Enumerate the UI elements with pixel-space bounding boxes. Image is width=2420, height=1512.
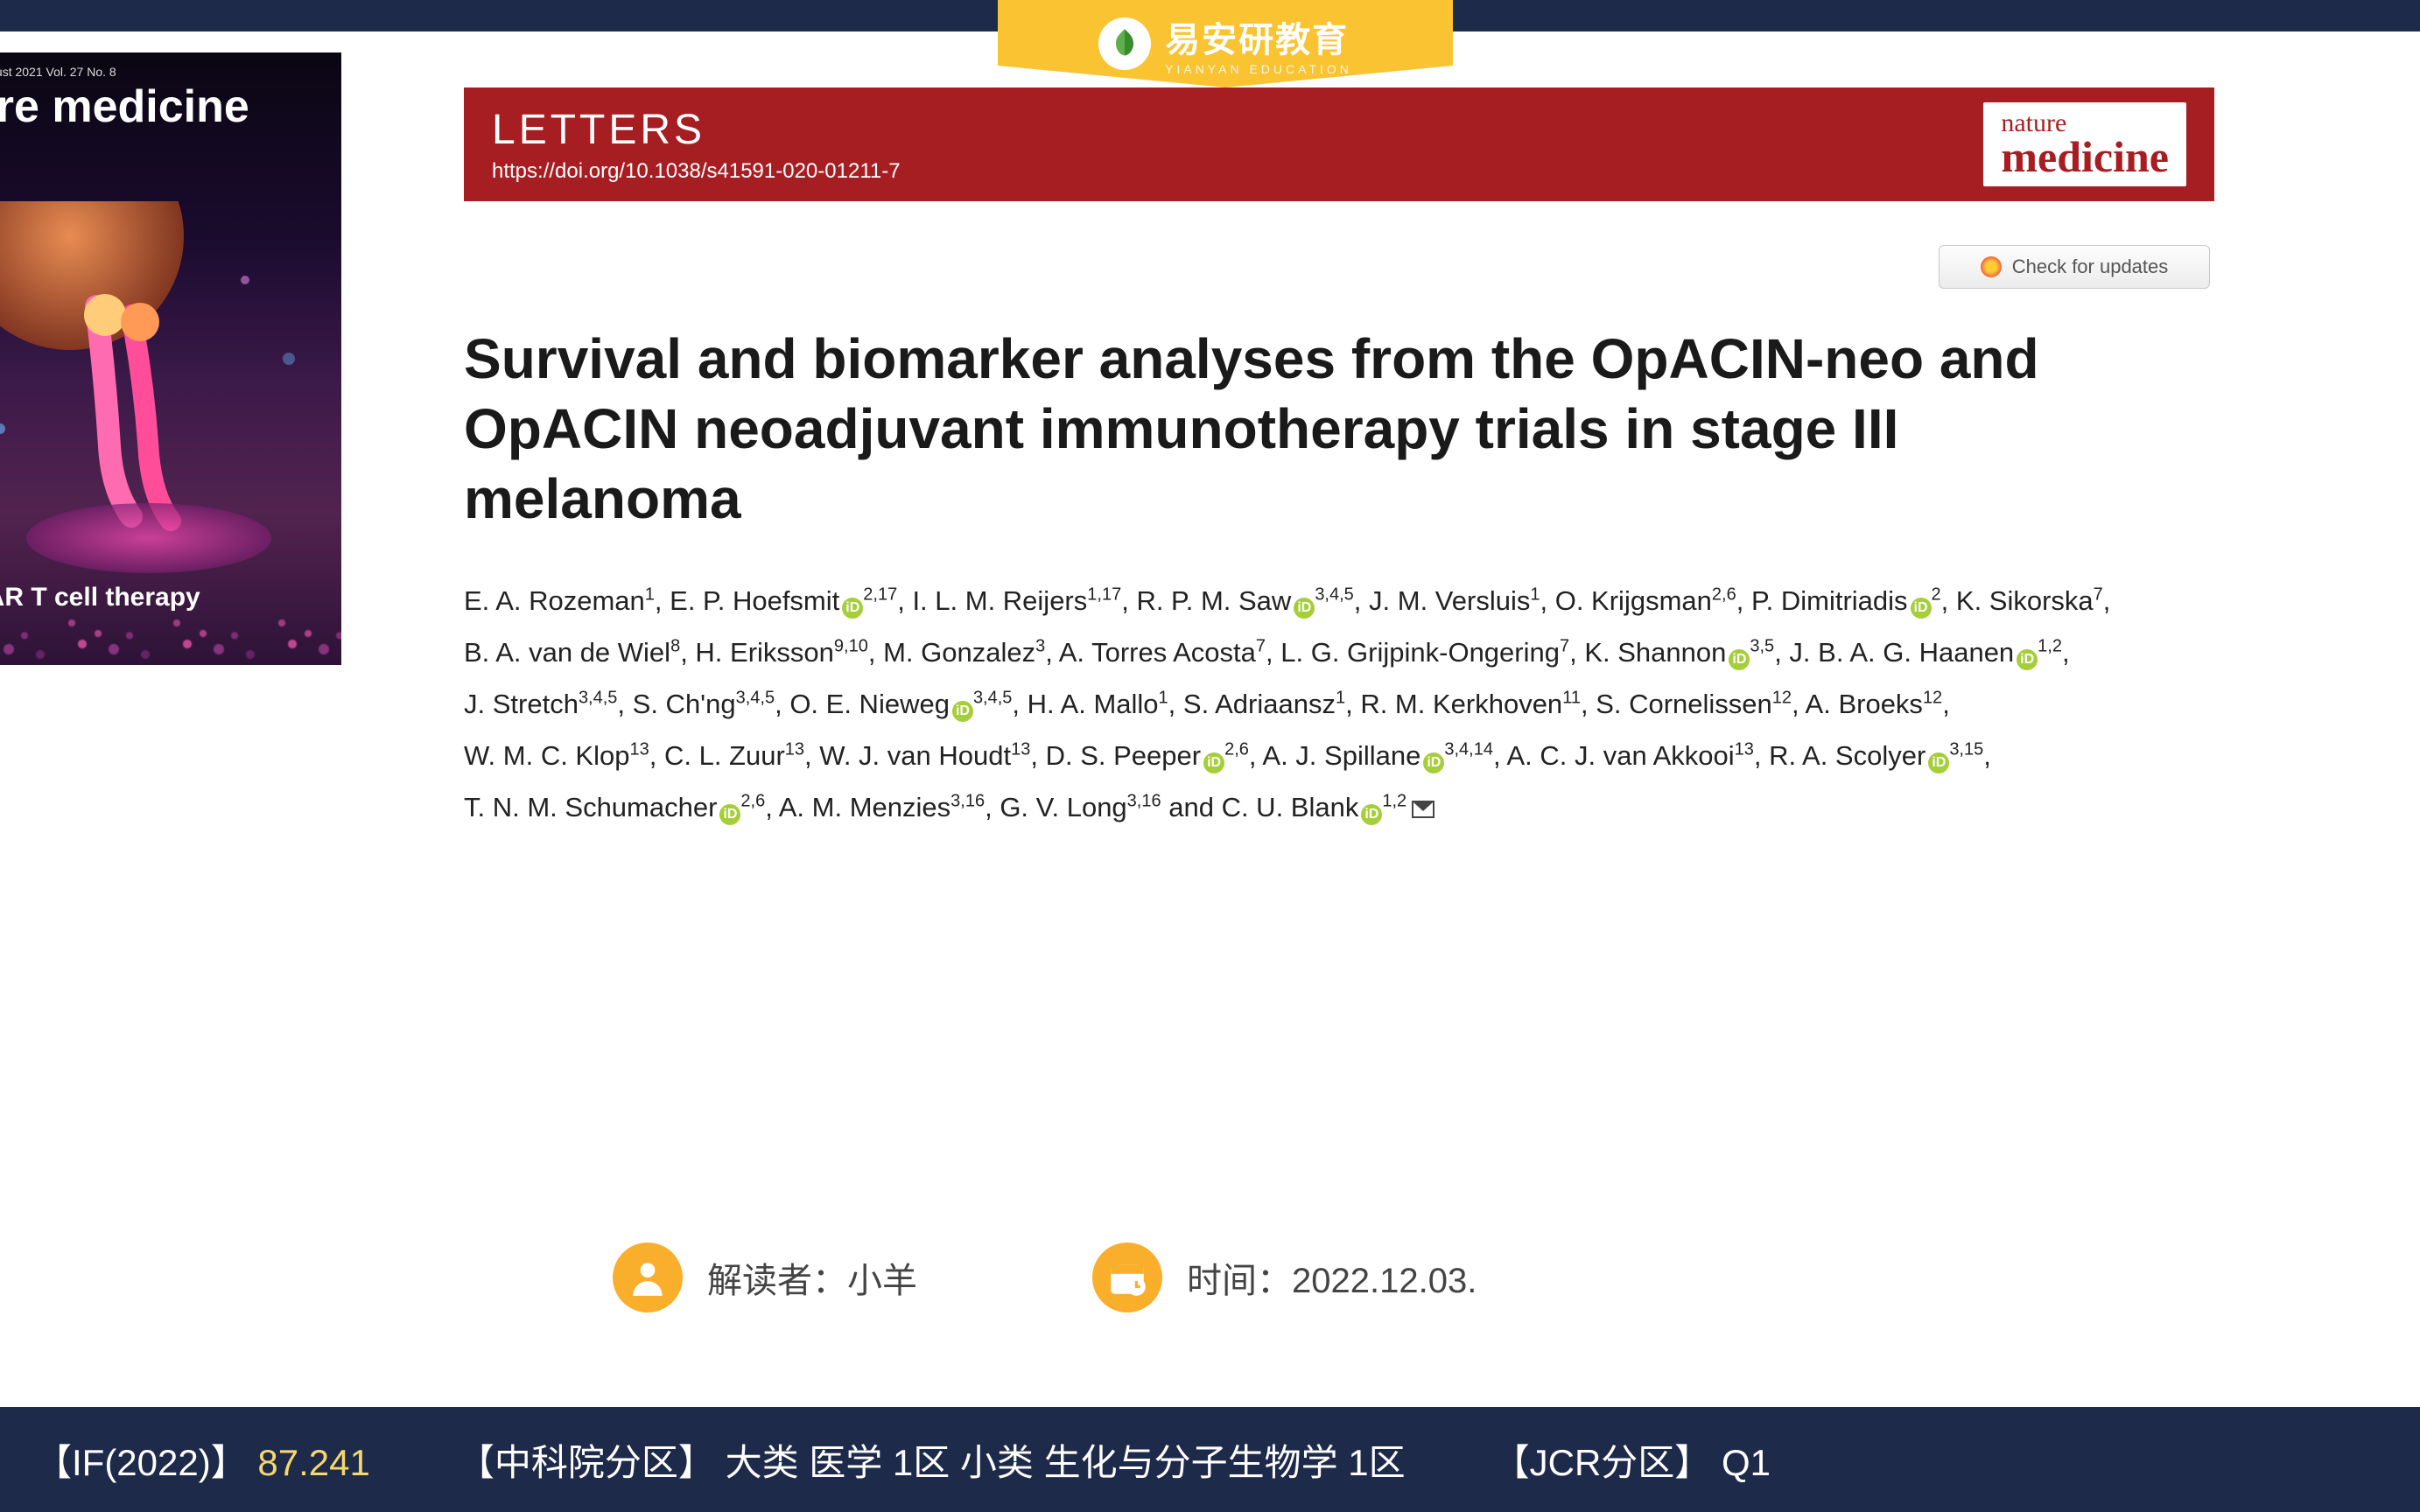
person-icon: [613, 1242, 683, 1312]
author: D. S. PeeperiD2,6: [1046, 740, 1249, 771]
orcid-icon[interactable]: iD: [1423, 752, 1444, 774]
bottom-bar: 【IF(2022)】 87.241 【中科院分区】 大类 医学 1区 小类 生化…: [0, 1407, 2420, 1512]
author: G. V. Long3,16: [1000, 792, 1161, 822]
if-label: 【IF(2022)】: [35, 1442, 248, 1483]
date-label: 时间：: [1187, 1262, 1292, 1300]
author: A. Broeks12: [1806, 689, 1943, 719]
author-list: E. A. Rozeman1, E. P. HoefsmitiD2,17, I.…: [464, 576, 2127, 833]
reviewer-label: 解读者：: [707, 1262, 847, 1300]
journal-cover: August 2021 Vol. 27 No. 8 ure medicine C…: [0, 52, 341, 665]
letters-bar: LETTERS https://doi.org/10.1038/s41591-0…: [464, 88, 2214, 201]
journal-name-bottom: medicine: [2001, 136, 2169, 178]
author: C. L. Zuur13: [664, 740, 804, 771]
author: R. A. ScolyeriD3,15: [1769, 740, 1983, 771]
author: S. Cornelissen12: [1596, 689, 1792, 719]
orcid-icon[interactable]: iD: [1928, 752, 1949, 774]
author: W. M. C. Klop13: [464, 740, 649, 771]
author: H. Eriksson9,10: [695, 637, 867, 668]
author: I. L. M. Reijers1,17: [912, 585, 1121, 616]
logo-badge-icon: [1098, 18, 1151, 70]
orcid-icon[interactable]: iD: [719, 804, 740, 825]
jcr-label: 【JCR分区】: [1493, 1442, 1712, 1483]
orcid-icon[interactable]: iD: [2017, 649, 2038, 670]
orcid-icon[interactable]: iD: [842, 598, 863, 619]
cas-label: 【中科院分区】: [458, 1442, 715, 1483]
logo-text-cn: 易安研教育: [1165, 11, 1349, 62]
logo-text-en: YIANYAN EDUCATION: [1165, 62, 1352, 76]
logo-banner: 易安研教育 YIANYAN EDUCATION: [998, 0, 1453, 88]
author: M. Gonzalez3: [883, 637, 1045, 668]
reviewer-value: 小羊: [847, 1262, 917, 1300]
doi-link[interactable]: https://doi.org/10.1038/s41591-020-01211…: [492, 159, 901, 184]
meta-row: 解读者：小羊 时间：2022.12.03.: [613, 1242, 1477, 1312]
author: P. DimitriadisiD2: [1751, 585, 1941, 616]
cover-art: [0, 201, 341, 586]
author: A. Torres Acosta7: [1059, 637, 1266, 668]
author: C. U. BlankiD1,2: [1222, 792, 1435, 822]
author: A. C. J. van Akkooi13: [1506, 740, 1753, 771]
author: H. A. Mallo1: [1028, 689, 1168, 719]
author: K. ShannoniD3,5: [1584, 637, 1774, 668]
author: A. M. Menzies3,16: [779, 792, 985, 822]
author: E. P. HoefsmitiD2,17: [670, 585, 897, 616]
author: O. E. NiewegiD3,4,5: [789, 689, 1012, 719]
if-value: 87.241: [257, 1442, 369, 1483]
article: Survival and biomarker analyses from the…: [464, 324, 2127, 833]
calendar-icon: [1092, 1242, 1162, 1312]
author: E. A. Rozeman1: [464, 585, 655, 616]
author: J. Stretch3,4,5: [464, 689, 617, 719]
jcr-value: Q1: [1722, 1442, 1771, 1483]
author: S. Adriaansz1: [1183, 689, 1345, 719]
author: K. Sikorska7: [1956, 585, 2103, 616]
orcid-icon[interactable]: iD: [1361, 804, 1382, 825]
orcid-icon[interactable]: iD: [952, 701, 973, 722]
author: J. B. A. G. HaaneniD1,2: [1789, 637, 2062, 668]
orcid-icon[interactable]: iD: [1911, 598, 1932, 619]
article-title: Survival and biomarker analyses from the…: [464, 324, 2127, 534]
orcid-icon[interactable]: iD: [1729, 649, 1750, 670]
author: B. A. van de Wiel8: [464, 637, 680, 668]
author: L. G. Grijpink-Ongering7: [1280, 637, 1569, 668]
cover-issue: August 2021 Vol. 27 No. 8: [0, 52, 341, 84]
author: R. P. M. SawiD3,4,5: [1136, 585, 1353, 616]
mail-icon[interactable]: [1412, 801, 1434, 818]
author: J. M. Versluis1: [1369, 585, 1540, 616]
author: O. Krijgsman2,6: [1555, 585, 1736, 616]
cover-caption: CAR T cell therapy: [0, 583, 200, 612]
check-updates-label: Check for updates: [2012, 256, 2169, 278]
orcid-icon[interactable]: iD: [1294, 598, 1315, 619]
cas-value: 大类 医学 1区 小类 生化与分子生物学 1区: [726, 1442, 1406, 1483]
author: S. Ch'ng3,4,5: [633, 689, 775, 719]
author: A. J. SpillaneiD3,4,14: [1262, 740, 1493, 771]
journal-badge: nature medicine: [1983, 102, 2186, 186]
crossmark-icon: [1981, 256, 2002, 277]
check-updates-button[interactable]: Check for updates: [1939, 245, 2210, 289]
author: W. J. van Houdt13: [819, 740, 1030, 771]
orcid-icon[interactable]: iD: [1203, 752, 1224, 774]
date-value: 2022.12.03.: [1292, 1262, 1477, 1300]
author: T. N. M. SchumacheriD2,6: [464, 792, 765, 822]
letters-label: LETTERS: [492, 106, 901, 154]
cover-title: ure medicine: [0, 84, 341, 130]
author: R. M. Kerkhoven11: [1360, 689, 1581, 719]
